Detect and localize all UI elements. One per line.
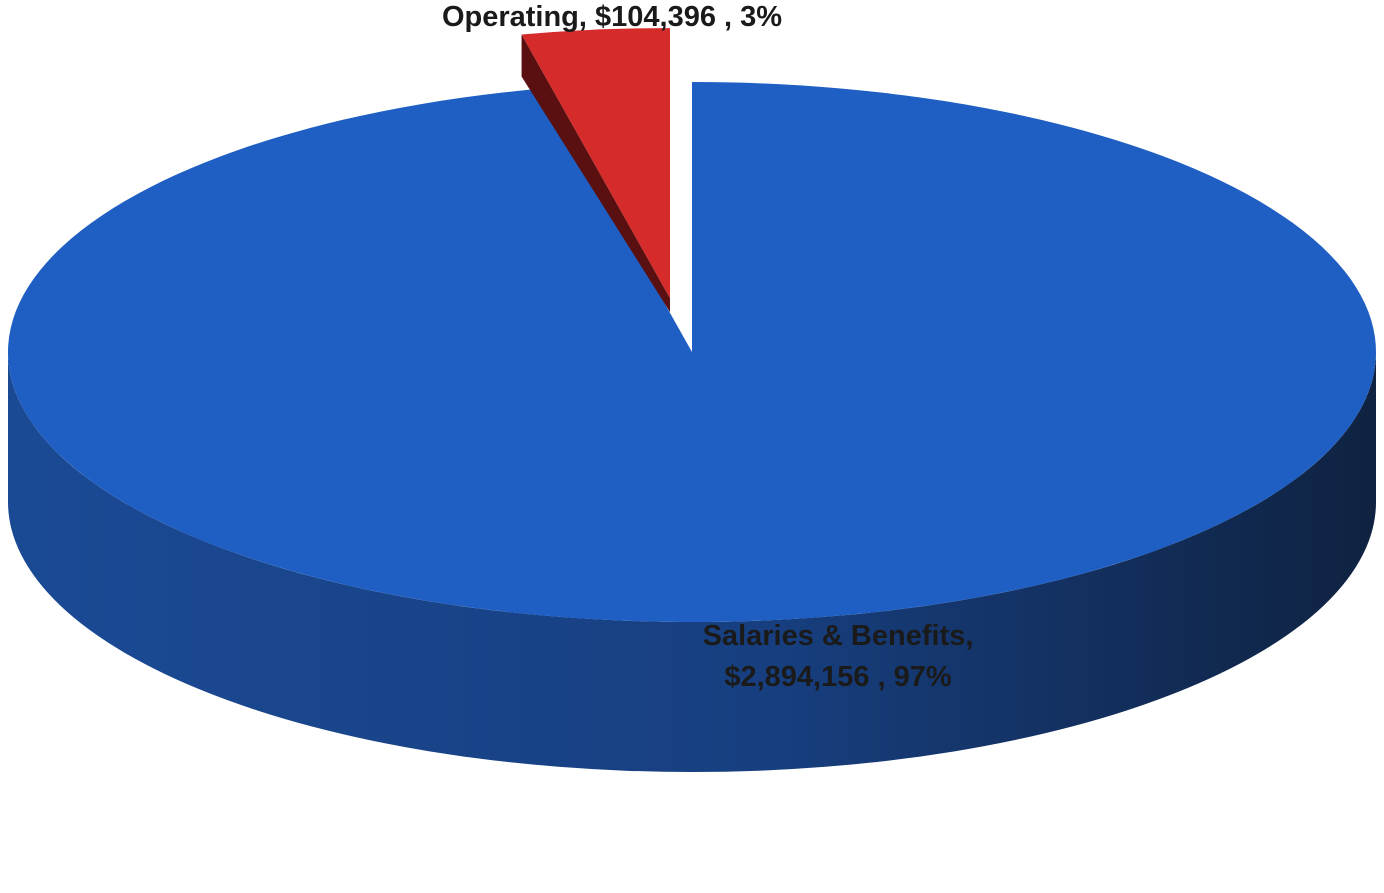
pie-slice-salaries-benefits-side bbox=[8, 352, 1376, 772]
pie-slice-salaries-benefits bbox=[7, 82, 1377, 622]
data-label-salaries-benefits-line2: $2,894,156 , 97% bbox=[724, 661, 952, 693]
pie-slice-operating-side bbox=[521, 34, 670, 313]
data-label-operating: Operating, $104,396 , 3% bbox=[442, 1, 782, 33]
data-label-salaries-benefits-line1: Salaries & Benefits, bbox=[703, 620, 974, 652]
pie-slice-operating bbox=[521, 28, 670, 299]
